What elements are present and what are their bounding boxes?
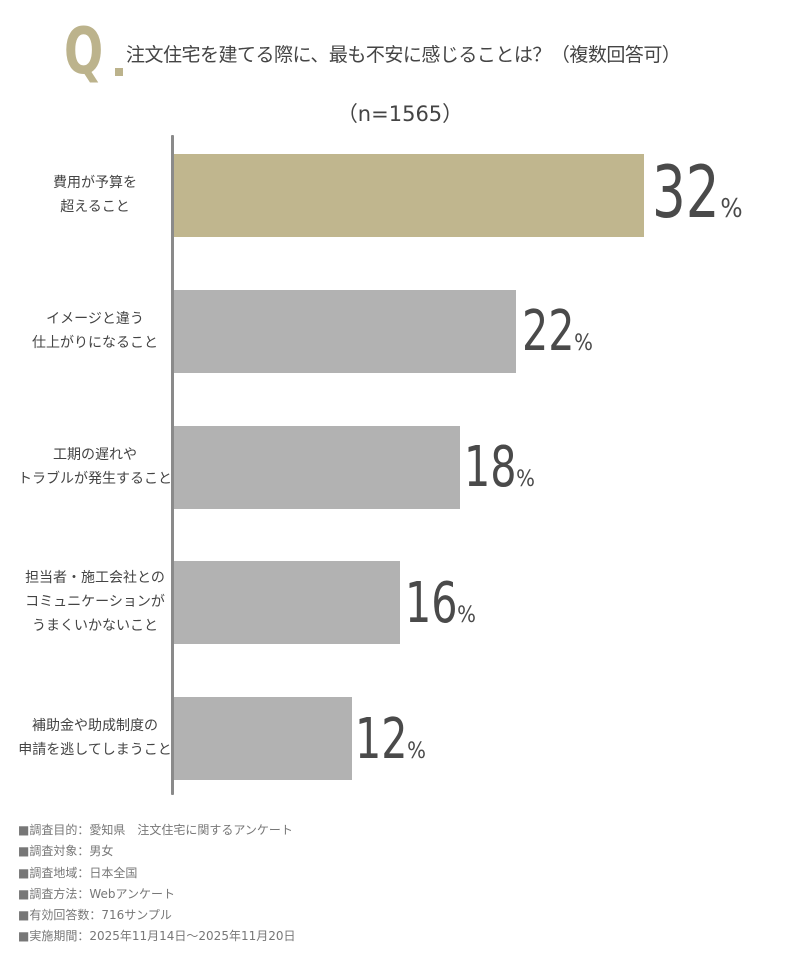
category-label: イメージと違う 仕上がりになること <box>32 311 158 351</box>
bar <box>174 561 400 644</box>
value-label: 32% <box>652 150 743 234</box>
bar-highlight <box>174 154 644 237</box>
category-label: 工期の遅れや トラブルが発生すること <box>18 447 172 487</box>
note-method: ■調査方法：Webアンケート <box>18 886 176 901</box>
question-mark-dot <box>115 68 123 76</box>
value-label: 22% <box>522 299 593 364</box>
bar <box>174 697 352 780</box>
bar <box>174 426 460 509</box>
note-target: ■調査対象：男女 <box>18 844 114 859</box>
value-label: 12% <box>355 707 426 772</box>
question-mark: Q <box>64 15 103 89</box>
value-label: 16% <box>405 571 476 636</box>
category-label: 補助金や助成制度の 申請を逃してしまうこと <box>18 718 172 758</box>
note-region: ■調査地域：日本全国 <box>18 865 138 880</box>
note-samples: ■有効回答数：716サンプル <box>18 908 172 923</box>
survey-notes: ■調査目的：愛知県 注文住宅に関するアンケート ■調査対象：男女 ■調査地域：日… <box>18 820 296 948</box>
chart-title: 注文住宅を建てる際に、最も不安に感じることは？（複数回答可） <box>126 44 681 66</box>
bar <box>174 290 516 373</box>
y-axis-line <box>171 135 174 795</box>
category-label: 担当者・施工会社との コミュニケーションが うまくいかないこと <box>25 570 165 634</box>
category-label: 費用が予算を 超えること <box>53 175 137 215</box>
note-period: ■実施期間：2025年11月14日～2025年11月20日 <box>18 929 296 944</box>
sample-size: （n=1565） <box>336 102 464 126</box>
note-purpose: ■調査目的：愛知県 注文住宅に関するアンケート <box>18 823 293 837</box>
value-label: 18% <box>464 435 535 500</box>
